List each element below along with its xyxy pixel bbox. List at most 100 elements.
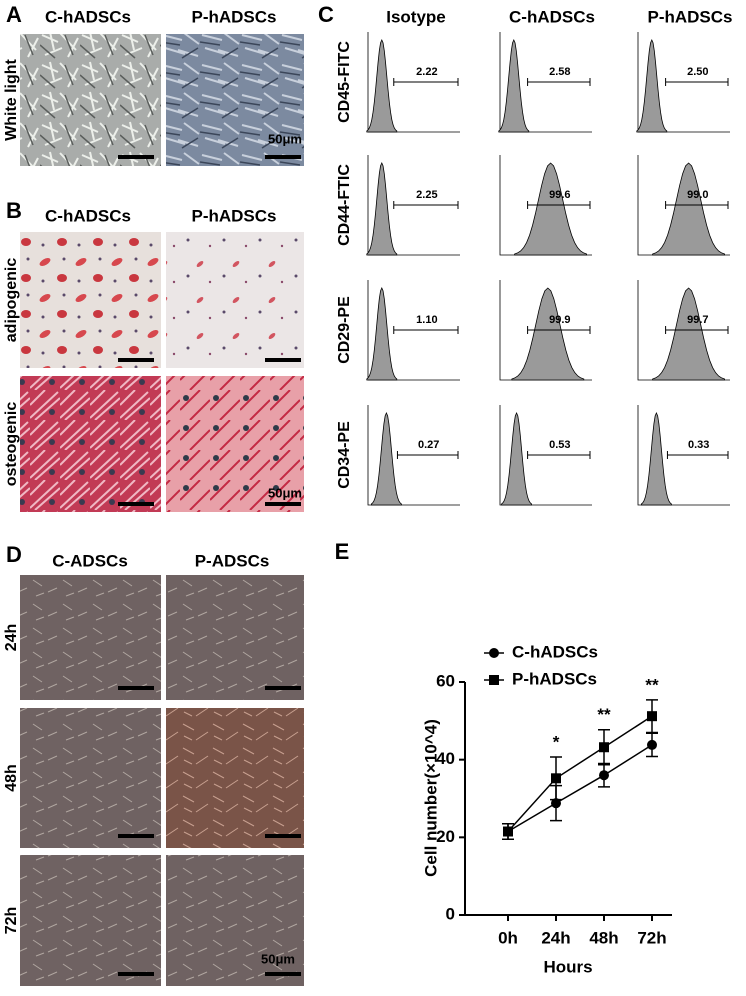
significance: * — [553, 732, 560, 751]
gate — [527, 451, 591, 459]
gate — [666, 451, 729, 459]
histogram-peak — [366, 39, 398, 133]
legend-marker — [489, 675, 499, 685]
row-label: 24h — [3, 624, 20, 652]
panel-letter: D — [6, 542, 22, 567]
series-line — [507, 715, 653, 833]
histogram-peak — [366, 162, 398, 256]
column-label: P-ADSCs — [195, 551, 270, 570]
column-label: C-hADSCs — [45, 7, 131, 26]
panel-letter: C — [318, 2, 334, 27]
micrograph — [166, 376, 304, 512]
micrograph — [166, 34, 304, 166]
legend-marker — [489, 648, 499, 658]
micrograph — [20, 232, 161, 368]
histogram-peak — [636, 39, 668, 133]
x-tick-label: 0h — [498, 928, 518, 947]
x-tick-label: 72h — [637, 928, 666, 947]
gate-value: 99.7 — [687, 314, 708, 326]
histogram-axes — [499, 405, 592, 506]
gate — [527, 201, 591, 209]
gate-value: 99.6 — [549, 189, 570, 201]
marker — [599, 770, 609, 781]
row-label: osteogenic — [3, 402, 20, 487]
y-tick-label: 40 — [436, 749, 455, 768]
histogram-peak — [652, 287, 725, 381]
micrograph — [166, 232, 304, 368]
micrograph — [20, 855, 161, 986]
legend-label: C-hADSCs — [512, 642, 598, 661]
y-axis-label: Cell number(×10^4) — [421, 719, 440, 877]
gate — [665, 201, 729, 209]
gate — [396, 451, 459, 459]
micrograph — [20, 708, 161, 848]
marker — [551, 773, 561, 784]
column-label: C-hADSCs — [45, 206, 131, 225]
scale-label: 50μm — [268, 131, 302, 146]
marker — [503, 826, 513, 837]
gate-value: 1.10 — [416, 314, 437, 326]
gate-value: 0.53 — [549, 439, 570, 451]
marker — [647, 739, 657, 750]
gate-value: 2.58 — [549, 66, 570, 78]
marker — [647, 711, 657, 722]
x-tick-label: 48h — [589, 928, 618, 947]
histogram-peak — [366, 287, 398, 381]
marker — [551, 798, 561, 809]
y-tick-label: 20 — [436, 827, 455, 846]
scale-label: 50μm — [268, 485, 302, 500]
series-line — [507, 744, 653, 833]
row-label: CD45-FITC — [336, 41, 353, 123]
column-label: P-hADSCs — [647, 7, 732, 26]
y-tick-label: 0 — [446, 904, 455, 923]
row-label: adipogenic — [3, 258, 20, 343]
row-label: CD34-PE — [336, 421, 353, 489]
gate — [527, 326, 591, 334]
gate — [393, 326, 459, 334]
significance: ** — [597, 705, 611, 724]
column-label: P-hADSCs — [191, 206, 276, 225]
micrograph — [20, 34, 161, 166]
scale-label: 50μm — [261, 951, 295, 966]
gate — [665, 78, 729, 86]
y-tick-label: 60 — [436, 671, 455, 690]
row-label: CD44-FTIC — [336, 164, 353, 246]
histogram-peak — [371, 412, 402, 506]
gate — [393, 201, 459, 209]
column-label: P-hADSCs — [191, 7, 276, 26]
row-label: White light — [3, 58, 20, 140]
gate-value: 99.0 — [687, 189, 708, 201]
gate-value: 2.50 — [687, 66, 708, 78]
histogram-peak — [652, 162, 725, 256]
micrograph — [166, 708, 304, 848]
gate-value: 2.22 — [416, 66, 437, 78]
histogram-peak — [501, 412, 532, 506]
row-label: 48h — [3, 764, 20, 792]
gate-value: 99.9 — [549, 314, 570, 326]
x-axis-label: Hours — [543, 957, 592, 976]
gate-value: 2.25 — [416, 189, 437, 201]
gate — [665, 326, 729, 334]
marker — [599, 742, 609, 753]
panel-letter: A — [6, 2, 22, 27]
panel-letter: B — [6, 198, 22, 223]
micrograph — [166, 575, 304, 700]
panel-letter: E — [335, 539, 350, 564]
row-label: 72h — [3, 907, 20, 935]
gate — [527, 78, 591, 86]
histogram-axes — [367, 405, 460, 506]
gate-value: 0.27 — [418, 439, 439, 451]
gate — [393, 78, 459, 86]
legend-label: P-hADSCs — [512, 669, 597, 688]
column-label: Isotype — [386, 7, 446, 26]
column-label: C-hADSCs — [509, 7, 595, 26]
row-label: CD29-PE — [336, 296, 353, 364]
micrograph — [20, 376, 161, 512]
gate-value: 0.33 — [688, 439, 709, 451]
histogram-peak — [498, 39, 530, 133]
micrograph — [166, 855, 304, 986]
significance: ** — [645, 675, 659, 694]
histogram-peak — [514, 162, 587, 256]
micrograph — [20, 575, 161, 700]
